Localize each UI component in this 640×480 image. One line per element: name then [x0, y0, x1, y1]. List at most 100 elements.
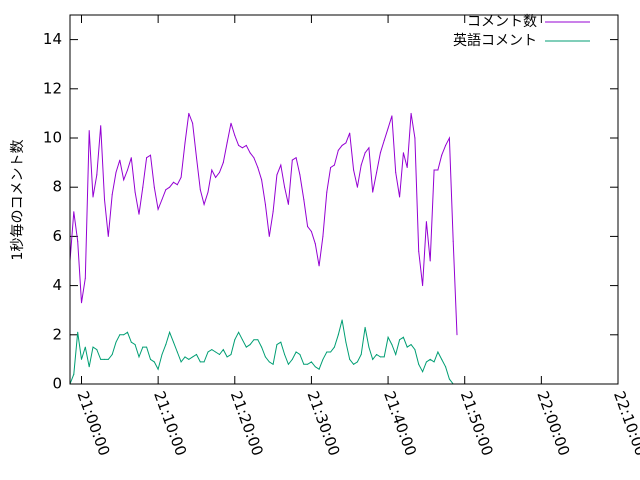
data-point [326, 351, 328, 353]
data-point [280, 164, 282, 166]
data-point [203, 361, 205, 363]
data-point [111, 194, 113, 196]
data-point [437, 169, 439, 171]
data-point [84, 277, 86, 279]
data-point [406, 167, 408, 168]
axis-ticks [70, 15, 619, 385]
data-point [84, 346, 86, 348]
data-point [88, 366, 90, 368]
data-point [100, 125, 102, 127]
data-point [395, 354, 397, 355]
data-point [353, 169, 355, 171]
data-point [104, 358, 105, 360]
data-point [395, 171, 397, 173]
data-point [184, 142, 186, 144]
data-point [425, 221, 427, 223]
y-tick-label: 6 [52, 227, 62, 245]
data-point [341, 319, 343, 321]
data-point [176, 351, 178, 353]
data-point [433, 361, 435, 363]
data-point [272, 211, 274, 213]
data-point [211, 349, 213, 351]
data-point [261, 346, 263, 348]
data-point [448, 378, 450, 380]
data-point [134, 344, 136, 346]
data-point [142, 346, 144, 348]
data-point [368, 147, 370, 149]
data-point [291, 358, 293, 360]
data-point [318, 265, 320, 267]
data-point [376, 354, 378, 355]
data-point [104, 199, 105, 200]
data-point [326, 191, 328, 193]
data-point [402, 152, 404, 154]
data-point [284, 354, 286, 355]
y-tick-label: 2 [52, 325, 62, 343]
data-point [264, 356, 266, 358]
data-point [188, 358, 190, 360]
data-point [318, 368, 320, 370]
data-point [165, 189, 167, 191]
data-point [425, 361, 427, 363]
data-point [303, 199, 305, 200]
data-point [261, 179, 263, 181]
data-point [150, 358, 151, 360]
y-tick-label: 10 [43, 129, 62, 147]
data-point [169, 331, 171, 333]
data-point [276, 174, 278, 176]
data-point [322, 358, 324, 360]
data-point [241, 339, 243, 341]
data-point [437, 351, 439, 353]
data-point [146, 346, 148, 348]
data-point [238, 144, 240, 146]
data-point [399, 339, 401, 341]
data-point [356, 186, 358, 188]
data-point [230, 122, 232, 124]
data-point [360, 164, 362, 166]
data-point [391, 344, 393, 346]
data-point [153, 186, 155, 188]
data-point [299, 174, 301, 176]
data-point [376, 171, 378, 173]
data-point [445, 366, 447, 368]
series-line-1 [69, 113, 458, 335]
data-point [257, 339, 259, 341]
data-point [448, 137, 450, 139]
data-point [77, 331, 79, 333]
data-point [291, 159, 293, 161]
data-point [207, 351, 209, 353]
data-point [299, 354, 301, 355]
legend-label-1: コメント数 [467, 14, 537, 30]
data-point [219, 354, 220, 355]
data-point [119, 334, 121, 336]
data-point [107, 358, 109, 360]
data-point [322, 235, 324, 237]
data-point [150, 154, 151, 156]
data-point [245, 144, 247, 146]
data-point [414, 137, 416, 139]
legend-label-2: 英語コメント [453, 32, 537, 49]
data-point [211, 169, 213, 171]
data-point [445, 144, 447, 146]
data-point [268, 361, 270, 363]
data-point [153, 361, 155, 363]
data-point [410, 344, 412, 346]
data-point [379, 152, 381, 154]
data-point [345, 142, 347, 144]
data-point [107, 235, 109, 237]
data-point [253, 339, 255, 341]
data-point [176, 184, 178, 186]
data-point [406, 346, 408, 348]
data-point [73, 211, 75, 213]
data-point [452, 240, 454, 242]
data-point [441, 358, 443, 360]
data-point [345, 341, 347, 343]
data-point [157, 368, 159, 370]
data-point [130, 157, 132, 159]
data-point [387, 127, 389, 129]
data-point [146, 157, 148, 159]
data-point [333, 164, 335, 166]
data-point [287, 363, 289, 365]
data-point [130, 341, 132, 343]
data-point [414, 349, 416, 351]
